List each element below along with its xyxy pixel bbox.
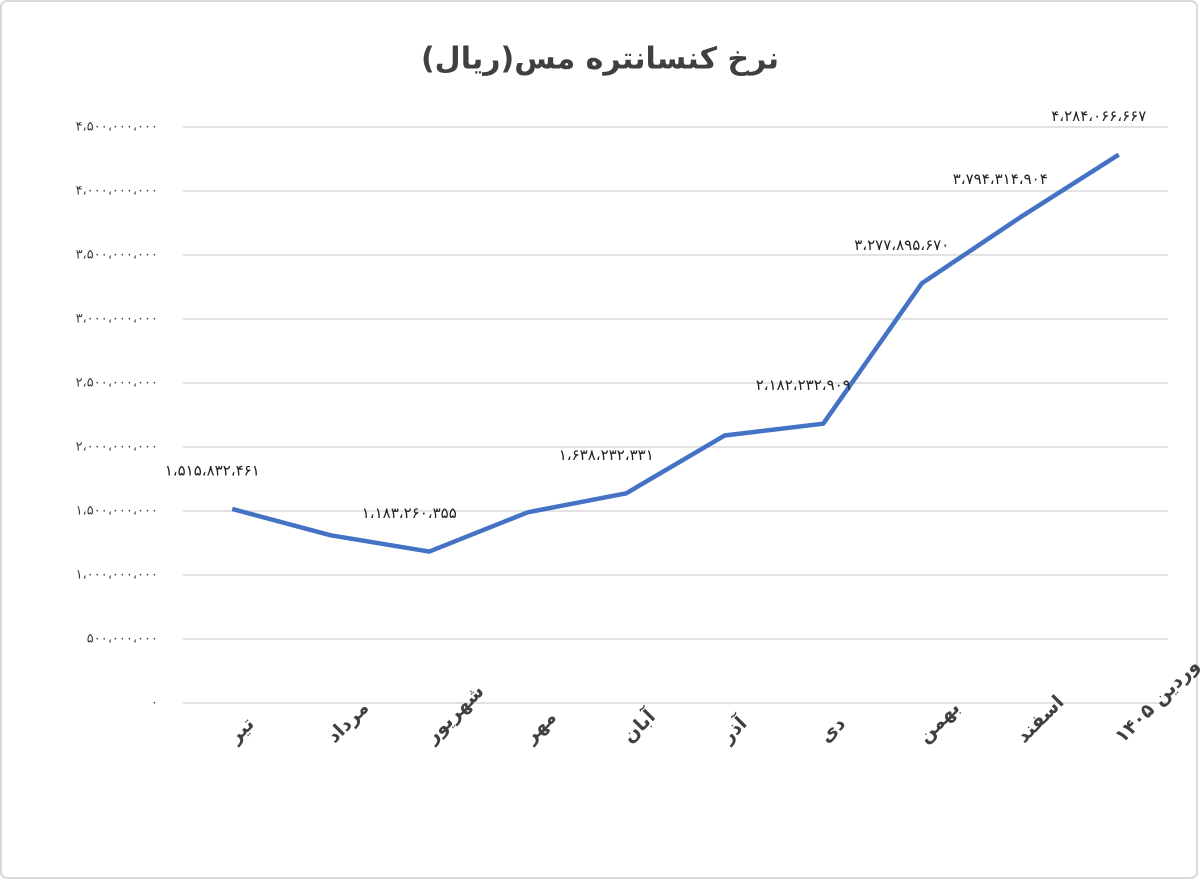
data-label: ۳،۷۹۴،۳۱۴،۹۰۴	[953, 170, 1048, 188]
data-label: ۲،۱۸۲،۲۳۲،۹۰۹	[756, 376, 851, 394]
chart-title: نرخ کنسانتره مس(ریال)	[421, 42, 779, 77]
y-tick-label: ۱،۵۰۰،۰۰۰،۰۰۰	[76, 504, 158, 519]
y-tick-label: ۲،۵۰۰،۰۰۰،۰۰۰	[76, 376, 158, 391]
y-tick-label: ۳،۰۰۰،۰۰۰،۰۰۰	[76, 312, 158, 327]
data-label: ۱،۱۸۳،۲۶۰،۳۵۵	[362, 504, 457, 522]
y-tick-label: ۱،۰۰۰،۰۰۰،۰۰۰	[76, 568, 158, 583]
y-tick-label: ۴،۰۰۰،۰۰۰،۰۰۰	[76, 184, 158, 199]
data-line	[231, 152, 1120, 554]
y-tick-label: ۲،۰۰۰،۰۰۰،۰۰۰	[76, 440, 158, 455]
data-label: ۴،۲۸۴،۰۶۶،۶۶۷	[1051, 107, 1146, 125]
y-tick-label: ۳،۵۰۰،۰۰۰،۰۰۰	[76, 248, 158, 263]
data-label: ۱،۵۱۵،۸۳۲،۴۶۱	[165, 461, 260, 479]
y-tick-label: ۴،۵۰۰،۰۰۰،۰۰۰	[76, 120, 158, 135]
data-label: ۱،۶۳۸،۲۳۲،۳۳۱	[559, 446, 654, 464]
y-tick-label: ۵۰۰،۰۰۰،۰۰۰	[87, 632, 158, 647]
y-tick-label: ۰	[151, 696, 158, 711]
data-label: ۳،۲۷۷،۸۹۵،۶۷۰	[854, 236, 949, 254]
